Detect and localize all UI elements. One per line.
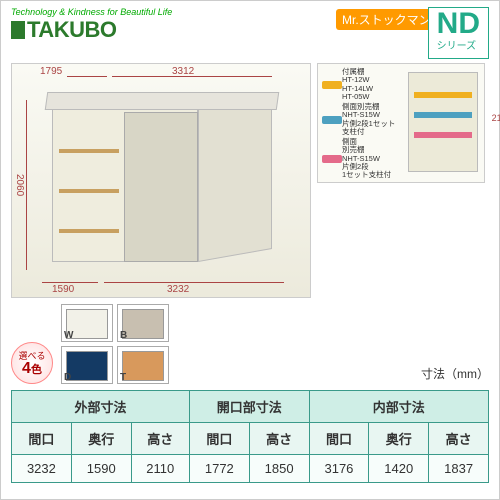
- brand-logo: TAKUBO: [11, 17, 336, 43]
- table-cell: 1850: [249, 455, 309, 483]
- shelf: [59, 229, 119, 233]
- dim-line: [112, 76, 272, 77]
- dim-bottom-width: 3232: [167, 284, 189, 295]
- table-sub-header: 間口: [12, 423, 72, 455]
- table-cell: 1837: [429, 455, 489, 483]
- accessory-label: 付属棚 HT-12W HT-14LW HT-05W: [342, 68, 402, 101]
- dimensions-table: 外部寸法開口部寸法内部寸法 間口奥行高さ間口高さ間口奥行高さ 323215902…: [11, 390, 489, 483]
- accessory-color-bar: [322, 81, 342, 89]
- table-sub-header: 間口: [309, 423, 369, 455]
- color-count-badge: 選べる 4色: [11, 342, 53, 384]
- dim-left-height: 2060: [14, 174, 25, 196]
- brand-logo-text: TAKUBO: [27, 17, 116, 42]
- tagline: Technology & Kindness for Beautiful Life: [11, 7, 336, 17]
- table-sub-header: 高さ: [249, 423, 309, 455]
- mid-row: 選べる 4色 W B D T 寸法（mm）: [1, 298, 499, 386]
- acc-bar: [414, 92, 472, 98]
- swatch-fill: [122, 351, 164, 381]
- table-cell: 2110: [131, 455, 189, 483]
- series-code: ND: [437, 10, 480, 37]
- accessory-label: 側面 別売棚 NHT-S15W 片側2段 1セット支柱付: [342, 138, 402, 179]
- table-group-header: 外部寸法: [12, 391, 190, 423]
- table-sub-header: 高さ: [429, 423, 489, 455]
- color-swatch: W: [61, 304, 113, 342]
- table-group-header: 内部寸法: [309, 391, 488, 423]
- table-sub-header: 奥行: [369, 423, 429, 455]
- series-sub: シリーズ: [437, 37, 480, 52]
- shed-side: [198, 95, 272, 262]
- table-header-subs: 間口奥行高さ間口高さ間口奥行高さ: [12, 423, 489, 455]
- shed-diagram: 1795 3312 2060 1590 3232: [11, 63, 311, 298]
- swatch-code: D: [64, 372, 71, 383]
- dim-line: [26, 100, 27, 270]
- accessory-color-bar: [322, 155, 342, 163]
- acc-bar: [414, 132, 472, 138]
- table-sub-header: 高さ: [131, 423, 189, 455]
- series-box: ND シリーズ: [428, 7, 489, 59]
- shelf: [59, 189, 119, 193]
- table-cell: 1420: [369, 455, 429, 483]
- table-sub-header: 奥行: [71, 423, 131, 455]
- main-area: 1795 3312 2060 1590 3232: [1, 63, 499, 298]
- swatch-fill: [66, 351, 108, 381]
- swatch-fill: [122, 309, 164, 339]
- table-cell: 3176: [309, 455, 369, 483]
- dim-line: [67, 76, 107, 77]
- swatch-code: B: [120, 330, 127, 341]
- dim-line: [42, 282, 98, 283]
- table-cell: 1772: [189, 455, 249, 483]
- badge-bottom: 色: [31, 364, 42, 376]
- shed-roof: [45, 92, 280, 110]
- color-swatch: D: [61, 346, 113, 384]
- accessory-height-dim: 2110: [317, 113, 500, 123]
- product-spec-card: Technology & Kindness for Beautiful Life…: [0, 0, 500, 500]
- color-swatch: B: [117, 304, 169, 342]
- badge-num: 4: [22, 360, 31, 377]
- logo-block: Technology & Kindness for Beautiful Life…: [11, 7, 336, 43]
- header: Technology & Kindness for Beautiful Life…: [1, 1, 499, 63]
- table-cell: 1590: [71, 455, 131, 483]
- swatch-code: W: [64, 330, 73, 341]
- shelf: [59, 149, 119, 153]
- dim-line: [104, 282, 284, 283]
- shed-door: [124, 112, 198, 262]
- accessory-panel: 付属棚 HT-12W HT-14LW HT-05W側面別売棚 NHT-S15W …: [317, 63, 485, 183]
- shed-illustration: [52, 92, 272, 262]
- color-swatches: W B D T: [61, 304, 169, 384]
- accessory-panel-wrap: 付属棚 HT-12W HT-14LW HT-05W側面別売棚 NHT-S15W …: [317, 63, 485, 298]
- table-group-header: 開口部寸法: [189, 391, 309, 423]
- unit-label: 寸法（mm）: [421, 365, 489, 384]
- brand-tag: Mr.ストックマン: [336, 9, 437, 30]
- dim-top-depth: 1795: [40, 66, 62, 77]
- table-sub-header: 間口: [189, 423, 249, 455]
- table-row: 32321590211017721850317614201837: [12, 455, 489, 483]
- table-cell: 3232: [12, 455, 72, 483]
- table-header-groups: 外部寸法開口部寸法内部寸法: [12, 391, 489, 423]
- dim-bottom-depth: 1590: [52, 284, 74, 295]
- color-swatch: T: [117, 346, 169, 384]
- swatch-code: T: [120, 372, 126, 383]
